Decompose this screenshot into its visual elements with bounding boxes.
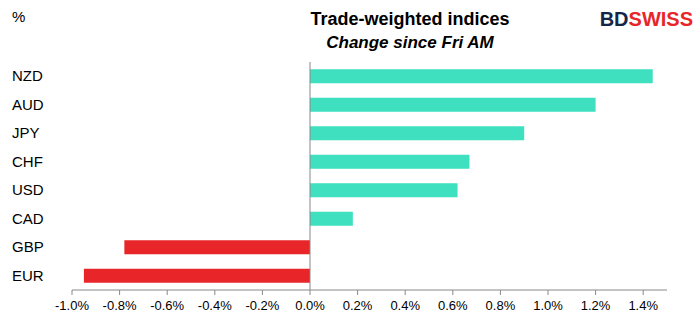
category-label: JPY — [12, 124, 40, 141]
tick-label: 0.0% — [295, 298, 325, 313]
bar — [310, 183, 458, 197]
tick-label: 1.4% — [628, 298, 658, 313]
subtitle: Change since Fri AM — [326, 33, 494, 52]
title: Trade-weighted indices — [310, 9, 509, 29]
tick — [643, 290, 644, 295]
bar — [310, 126, 524, 140]
tick-label: -0.8% — [103, 298, 137, 313]
category-label: AUD — [12, 96, 44, 113]
category-label: EUR — [12, 267, 44, 284]
category-label: NZD — [12, 67, 43, 84]
tick — [310, 290, 311, 295]
bar — [310, 69, 653, 83]
tick — [167, 290, 168, 295]
category-label: USD — [12, 181, 44, 198]
tick — [119, 290, 120, 295]
tick-label: 1.2% — [581, 298, 611, 313]
tick — [595, 290, 596, 295]
tick-label: -1.0% — [55, 298, 89, 313]
bar — [310, 155, 469, 169]
axis-label: % — [12, 8, 25, 25]
tick-label: 0.8% — [486, 298, 516, 313]
bar — [310, 212, 353, 226]
bar — [84, 269, 310, 283]
category-label: CAD — [12, 210, 44, 227]
tick-label: -0.6% — [150, 298, 184, 313]
tick — [548, 290, 549, 295]
tick — [262, 290, 263, 295]
bars — [84, 69, 653, 283]
tick-label: -0.4% — [198, 298, 232, 313]
category-label: CHF — [12, 153, 43, 170]
tick-label: 1.0% — [533, 298, 563, 313]
tick — [405, 290, 406, 295]
logo-part: SWISS — [629, 8, 693, 30]
tick — [500, 290, 501, 295]
tick — [452, 290, 453, 295]
chart: Trade-weighted indices Change since Fri A… — [0, 0, 700, 327]
tick — [357, 290, 358, 295]
zero-axis — [310, 62, 311, 290]
logo: BDSWISS — [600, 8, 693, 30]
bar — [310, 98, 596, 112]
tick-label: 0.2% — [343, 298, 373, 313]
tick-label: -0.2% — [245, 298, 279, 313]
x-axis — [72, 290, 667, 291]
category-label: GBP — [12, 238, 44, 255]
tick — [214, 290, 215, 295]
bar — [124, 240, 310, 254]
tick-label: 0.6% — [438, 298, 468, 313]
logo-part: BD — [600, 8, 629, 30]
tick-label: 0.4% — [390, 298, 420, 313]
tick — [72, 290, 73, 295]
